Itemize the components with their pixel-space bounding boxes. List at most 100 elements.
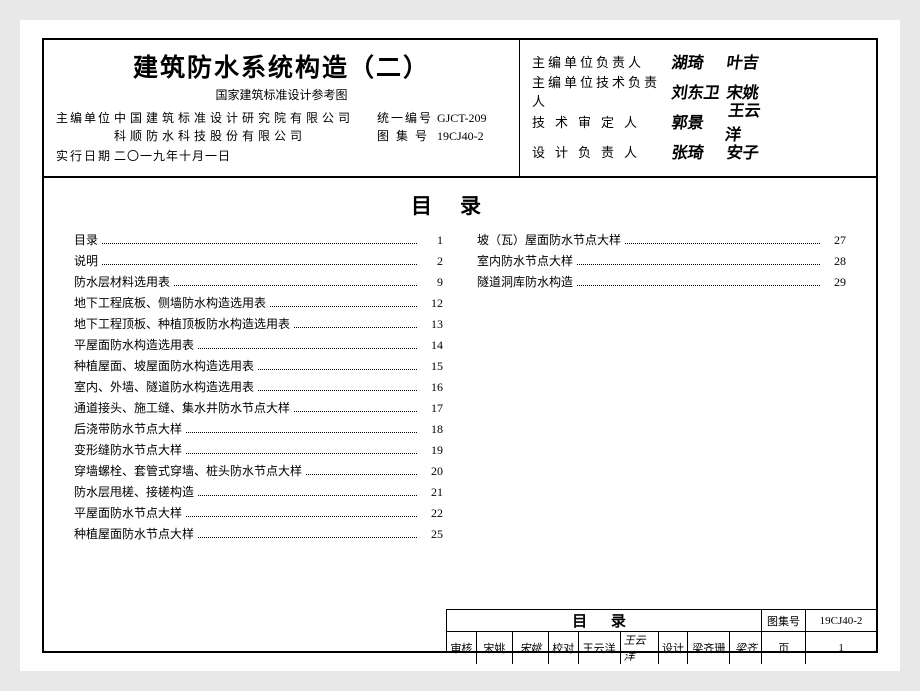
toc-page: 2 bbox=[421, 251, 443, 272]
toc-entry: 坡（瓦）屋面防水节点大样27 bbox=[477, 230, 846, 251]
signature-2: 安子 bbox=[725, 139, 773, 163]
title-block-left: 建筑防水系统构造（二） 国家建筑标准设计参考图 主编单位 中国建筑标准设计研究院… bbox=[44, 40, 519, 176]
toc-page: 17 bbox=[421, 398, 443, 419]
footer-design-sig: 梁齐 bbox=[730, 632, 762, 664]
toc-text: 平屋面防水节点大样 bbox=[74, 503, 182, 524]
code-value: GJCT-209 bbox=[437, 109, 507, 127]
document-title: 建筑防水系统构造（二） bbox=[56, 48, 507, 84]
toc-entry: 平屋面防水节点大样22 bbox=[74, 503, 443, 524]
drawing-sheet: 建筑防水系统构造（二） 国家建筑标准设计参考图 主编单位 中国建筑标准设计研究院… bbox=[20, 20, 900, 671]
footer-top-row: 目 录 图集号 19CJ40-2 bbox=[447, 610, 876, 632]
toc-dots bbox=[577, 285, 820, 286]
signature-label: 主编单位技术负责人 bbox=[532, 72, 672, 110]
toc-dots bbox=[270, 306, 417, 307]
date-value: 二〇一九年十月一日 bbox=[114, 147, 507, 165]
signature-row: 技术审定人郭景王云洋 bbox=[532, 110, 866, 132]
toc-dots bbox=[102, 243, 417, 244]
toc-text: 防水层材料选用表 bbox=[74, 272, 170, 293]
toc-text: 坡（瓦）屋面防水节点大样 bbox=[477, 230, 621, 251]
toc-page: 9 bbox=[421, 272, 443, 293]
footer-title: 目 录 bbox=[447, 610, 762, 631]
footer-page-value: 1 bbox=[806, 632, 876, 664]
footer-design-label: 设计 bbox=[659, 632, 689, 664]
footer-set-label: 图集号 bbox=[762, 610, 806, 631]
toc-text: 穿墙螺栓、套管式穿墙、桩头防水节点大样 bbox=[74, 461, 302, 482]
toc-dots bbox=[174, 285, 417, 286]
toc-entry: 隧道洞库防水构造29 bbox=[477, 272, 846, 293]
footer-check-label: 校对 bbox=[549, 632, 579, 664]
footer-set-value: 19CJ40-2 bbox=[806, 610, 876, 631]
toc-dots bbox=[294, 327, 417, 328]
toc-dots bbox=[198, 537, 417, 538]
sponsor-label: 主编单位 bbox=[56, 109, 114, 127]
toc-column-left: 目录1说明 2 防水层材料选用表 9 地下工程底板、侧墙防水构造选用表 12地下工程顶板、… bbox=[74, 230, 443, 545]
toc-entry: 防水层甩槎、接槎构造21 bbox=[74, 482, 443, 503]
toc-entry: 穿墙螺栓、套管式穿墙、桩头防水节点大样 20 bbox=[74, 461, 443, 482]
toc-dots bbox=[102, 264, 417, 265]
toc-entry: 种植屋面、坡屋面防水构造选用表 15 bbox=[74, 356, 443, 377]
toc-page: 19 bbox=[421, 440, 443, 461]
toc-dots bbox=[306, 474, 417, 475]
toc-text: 种植屋面、坡屋面防水构造选用表 bbox=[74, 356, 254, 377]
toc-dots bbox=[258, 390, 417, 391]
toc-text: 室内、外墙、隧道防水构造选用表 bbox=[74, 377, 254, 398]
toc-page: 28 bbox=[824, 251, 846, 272]
toc-heading: 目录 bbox=[74, 190, 846, 220]
toc-text: 变形缝防水节点大样 bbox=[74, 440, 182, 461]
signature-1: 湖琦 bbox=[670, 49, 728, 73]
toc-text: 平屋面防水构造选用表 bbox=[74, 335, 194, 356]
toc-dots bbox=[198, 348, 417, 349]
toc-entry: 室内防水节点大样 28 bbox=[477, 251, 846, 272]
toc-text: 说明 bbox=[74, 251, 98, 272]
signature-row: 设计负责人张琦安子 bbox=[532, 140, 866, 162]
toc-dots bbox=[577, 264, 820, 265]
code-label: 统一编号 bbox=[377, 109, 437, 127]
toc-entry: 防水层材料选用表 9 bbox=[74, 272, 443, 293]
toc-text: 种植屋面防水节点大样 bbox=[74, 524, 194, 545]
toc-page: 12 bbox=[421, 293, 443, 314]
sponsor-values: 中国建筑标准设计研究院有限公司 科顺防水科技股份有限公司 bbox=[114, 109, 377, 145]
toc-columns: 目录1说明 2 防水层材料选用表 9 地下工程底板、侧墙防水构造选用表 12地下工程顶板、… bbox=[74, 230, 846, 545]
toc-entry: 地下工程顶板、种植顶板防水构造选用表13 bbox=[74, 314, 443, 335]
set-label: 图 集 号 bbox=[377, 127, 437, 145]
code-values: GJCT-209 19CJ40-2 bbox=[437, 109, 507, 145]
toc-text: 地下工程底板、侧墙防水构造选用表 bbox=[74, 293, 266, 314]
signature-label: 设计负责人 bbox=[532, 142, 672, 161]
signature-2: 王云洋 bbox=[724, 97, 776, 145]
outer-frame: 建筑防水系统构造（二） 国家建筑标准设计参考图 主编单位 中国建筑标准设计研究院… bbox=[42, 38, 878, 653]
sponsor-2: 科顺防水科技股份有限公司 bbox=[114, 127, 377, 145]
toc-entry: 目录1 bbox=[74, 230, 443, 251]
toc-dots bbox=[186, 432, 417, 433]
toc-page: 15 bbox=[421, 356, 443, 377]
title-block: 建筑防水系统构造（二） 国家建筑标准设计参考图 主编单位 中国建筑标准设计研究院… bbox=[44, 40, 876, 178]
toc-entry: 通道接头、施工缝、集水井防水节点大样 17 bbox=[74, 398, 443, 419]
toc-dots bbox=[186, 453, 417, 454]
footer-bottom-row: 审核 宋姚 宋姚 校对 王云洋 王云洋 设计 梁齐珊 梁齐 页 1 bbox=[447, 632, 876, 664]
date-label: 实行日期 bbox=[56, 147, 114, 165]
toc-entry: 后浇带防水节点大样 18 bbox=[74, 419, 443, 440]
toc-text: 室内防水节点大样 bbox=[477, 251, 573, 272]
toc-body: 目录 目录1说明 2 防水层材料选用表 9 地下工程底板、侧墙防水构造选用表 12地下工程… bbox=[44, 180, 876, 609]
toc-entry: 种植屋面防水节点大样25 bbox=[74, 524, 443, 545]
signature-block: 主编单位负责人湖琦叶吉主编单位技术负责人刘东卫宋姚技术审定人郭景王云洋设计负责人… bbox=[519, 40, 876, 176]
toc-entry: 室内、外墙、隧道防水构造选用表16 bbox=[74, 377, 443, 398]
signature-label: 主编单位负责人 bbox=[532, 52, 672, 71]
sponsor-1: 中国建筑标准设计研究院有限公司 bbox=[114, 109, 377, 127]
signature-row: 主编单位负责人湖琦叶吉 bbox=[532, 50, 866, 72]
toc-entry: 平屋面防水构造选用表14 bbox=[74, 335, 443, 356]
toc-page: 18 bbox=[421, 419, 443, 440]
toc-dots bbox=[258, 369, 417, 370]
toc-text: 后浇带防水节点大样 bbox=[74, 419, 182, 440]
toc-text: 通道接头、施工缝、集水井防水节点大样 bbox=[74, 398, 290, 419]
toc-dots bbox=[186, 516, 417, 517]
toc-page: 20 bbox=[421, 461, 443, 482]
signature-1: 郭景 bbox=[670, 109, 728, 133]
toc-text: 目录 bbox=[74, 230, 98, 251]
toc-page: 29 bbox=[824, 272, 846, 293]
footer-review-sig: 宋姚 bbox=[513, 632, 549, 664]
footer-stamp: 目 录 图集号 19CJ40-2 审核 宋姚 宋姚 校对 王云洋 王云洋 设计 … bbox=[446, 609, 876, 651]
toc-dots bbox=[294, 411, 417, 412]
toc-entry: 变形缝防水节点大样 19 bbox=[74, 440, 443, 461]
signature-row: 主编单位技术负责人刘东卫宋姚 bbox=[532, 80, 866, 102]
toc-entry: 地下工程底板、侧墙防水构造选用表 12 bbox=[74, 293, 443, 314]
